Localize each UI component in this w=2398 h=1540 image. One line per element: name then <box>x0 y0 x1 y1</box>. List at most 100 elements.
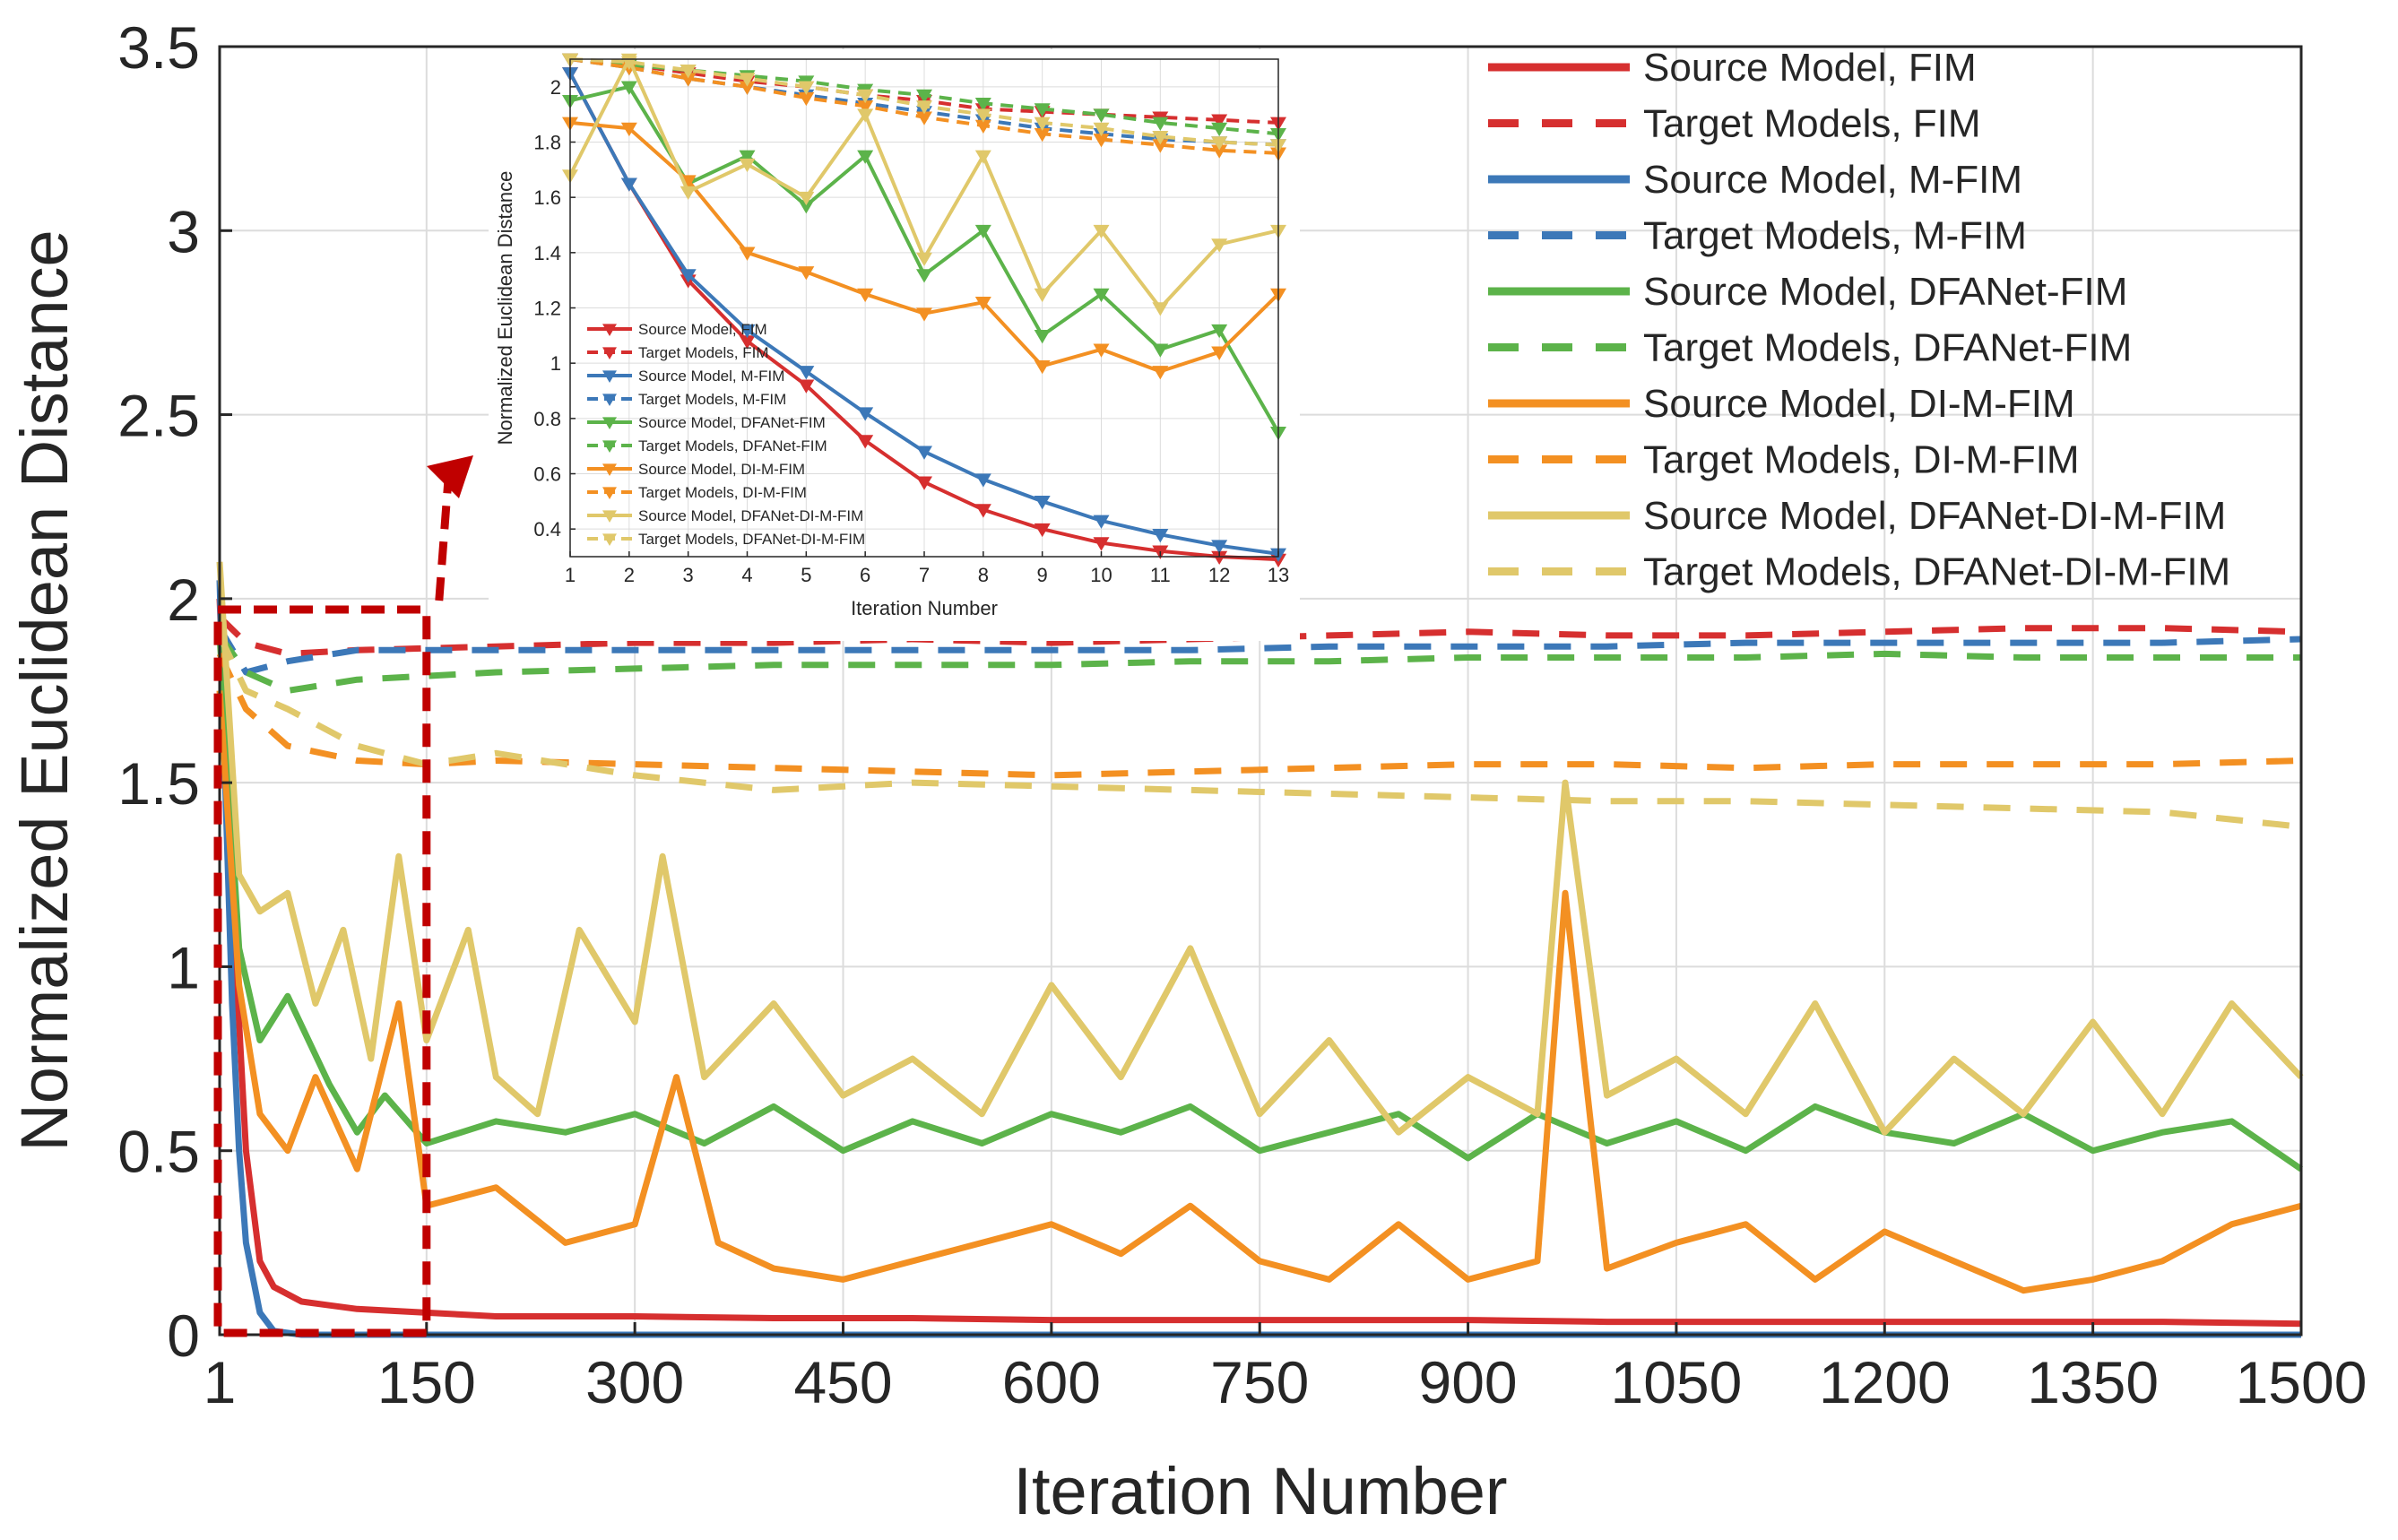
inset-legend-label: Target Models, DFANet-FIM <box>638 437 827 454</box>
inset-marker-source-model-fim <box>1211 550 1228 565</box>
inset-marker-source-model-m-fim <box>739 324 756 339</box>
inset-marker-source-model-dfanet-fim <box>974 224 991 239</box>
inset-legend-label: Target Models, M-FIM <box>638 391 786 408</box>
inset-marker-source-model-fim <box>974 504 991 518</box>
main-xtick-label: 750 <box>1210 1349 1309 1415</box>
inset-marker-target-models-di-m-fim <box>1211 144 1228 159</box>
main-series-target-models-m-fim <box>216 626 2302 676</box>
inset-xtick-label: 3 <box>683 564 694 586</box>
inset-legend-label: Source Model, DI-M-FIM <box>638 461 805 478</box>
inset-marker-source-model-di-m-fim <box>1152 366 1169 380</box>
inset-xtick-label: 8 <box>978 564 989 586</box>
inset-marker-source-model-dfanet-di-m-fim <box>1034 288 1051 303</box>
inset-ytick-label: 0.8 <box>533 408 561 430</box>
main-ytick-label: 3 <box>167 198 200 264</box>
inset-legend: Source Model, FIM Target Models, FIM Sourc… <box>587 321 865 548</box>
inset-xtick-label: 13 <box>1268 564 1289 586</box>
inset-plot: 1 2 3 4 5 6 7 8 9 10 11 12 130.40.60.811.21.41.61.82… <box>489 49 1300 641</box>
main-xtick-label: 1050 <box>1611 1349 1743 1415</box>
inset-marker-source-model-fim <box>857 435 874 449</box>
main-legend-label: Source Model, FIM <box>1643 46 1977 90</box>
inset-marker-target-models-di-m-fim <box>916 111 932 125</box>
main-ytick-label: 3.5 <box>117 14 200 81</box>
main-series-target-models-fim <box>217 614 2302 657</box>
inset-marker-source-model-dfanet-di-m-fim <box>974 150 991 164</box>
inset-marker-source-model-di-m-fim <box>916 307 932 322</box>
inset-marker-source-model-dfanet-fim <box>1034 330 1051 344</box>
inset-marker-source-model-di-m-fim <box>974 297 991 311</box>
main-xtick-label: 1 <box>203 1349 237 1415</box>
inset-marker-source-model-fim <box>798 379 815 394</box>
inset-marker-source-model-fim <box>1093 537 1110 551</box>
inset-marker-source-model-m-fim <box>680 269 697 283</box>
inset-marker-target-models-dfanet-di-m-fim <box>798 81 815 95</box>
main-legend-label: Source Model, M-FIM <box>1643 158 2022 202</box>
inset-marker-source-model-di-m-fim <box>1034 359 1051 375</box>
main-xtick-label: 450 <box>793 1349 892 1415</box>
inset-xtick-label: 2 <box>624 564 635 586</box>
inset-marker-target-models-dfanet-fim <box>916 89 932 104</box>
inset-marker-source-model-m-fim <box>1211 540 1228 554</box>
inset-marker-source-model-dfanet-fim <box>620 81 637 95</box>
inset-marker-target-models-di-m-fim <box>798 91 815 107</box>
inset-xtick-label: 12 <box>1208 564 1230 586</box>
inset-xtick-label: 11 <box>1150 564 1171 586</box>
inset-marker-target-models-dfanet-di-m-fim <box>1211 136 1228 151</box>
main-xtick-label: 1500 <box>2236 1349 2368 1415</box>
inset-xtick-label: 1 <box>565 564 576 586</box>
inset-marker-source-model-di-m-fim <box>739 247 756 261</box>
inset-marker-source-model-dfanet-di-m-fim <box>680 186 697 200</box>
inset-xtick-label: 5 <box>801 564 811 586</box>
main-series-target-models-dfanet-di-m-fim <box>216 634 2302 830</box>
inset-marker-source-model-dfanet-di-m-fim <box>916 252 932 266</box>
inset-ytick-label: 1.8 <box>533 132 561 154</box>
inset-marker-source-model-m-fim <box>1093 515 1110 529</box>
inset-marker-source-model-di-m-fim <box>798 266 815 281</box>
inset-marker-source-model-m-fim <box>857 407 874 421</box>
inset-marker-source-model-dfanet-fim <box>739 150 756 164</box>
main-ytick-label: 2 <box>167 567 200 633</box>
main-xtick-label: 1200 <box>1819 1349 1951 1415</box>
inset-marker-source-model-fim <box>1034 523 1051 538</box>
main-ytick-label: 2.5 <box>117 383 200 449</box>
inset-marker-source-model-m-fim <box>916 446 932 460</box>
inset-xtick-label: 9 <box>1037 564 1048 586</box>
inset-marker-target-models-fim <box>1211 114 1228 128</box>
inset-ytick-label: 1 <box>550 352 561 375</box>
inset-legend-label: Target Models, DFANet-DI-M-FIM <box>638 531 865 548</box>
inset-x-axis-title: Iteration Number <box>851 597 998 619</box>
main-series-source-model-fim <box>216 598 2302 1328</box>
inset-marker-source-model-dfanet-fim <box>1211 324 1228 339</box>
main-xtick-label: 1350 <box>2027 1349 2159 1415</box>
inset-marker-target-models-dfanet-fim <box>1152 117 1169 131</box>
inset-marker-target-models-dfanet-fim <box>1211 122 1228 137</box>
main-xtick-label: 600 <box>1002 1349 1101 1415</box>
inset-marker-source-model-fim <box>739 335 756 350</box>
inset-marker-target-models-di-m-fim <box>857 100 874 115</box>
main-xtick-label: 150 <box>377 1349 476 1415</box>
inset-marker-target-models-di-m-fim <box>1152 139 1169 153</box>
main-series-target-models-dfanet-fim <box>217 633 2301 694</box>
inset-legend-label: Target Models, DI-M-FIM <box>638 484 807 501</box>
inset-marker-source-model-dfanet-di-m-fim <box>798 191 815 206</box>
inset-marker-source-model-dfanet-fim <box>916 269 932 283</box>
inset-marker-source-model-m-fim <box>1034 496 1051 510</box>
inset-marker-target-models-dfanet-fim <box>1093 108 1110 123</box>
inset-xtick-label: 6 <box>860 564 870 586</box>
inset-marker-target-models-di-m-fim <box>680 73 697 87</box>
main-ytick-label: 1.5 <box>117 750 200 817</box>
inset-marker-source-model-fim <box>916 476 932 490</box>
main-ticks: 1 150 300 450 600 750 900 1050 1200 1350 1500 0 0.5 1… <box>117 14 2367 1415</box>
zoom-arrow-shaft <box>435 479 453 601</box>
inset-ytick-label: 0.6 <box>533 463 561 486</box>
inset-marker-source-model-m-fim <box>974 473 991 488</box>
inset-legend-marker <box>602 394 617 406</box>
inset-marker-target-models-dfanet-di-m-fim <box>680 65 697 79</box>
inset-legend-marker <box>602 370 617 383</box>
inset-legend-label: Source Model, DFANet-FIM <box>638 414 826 431</box>
inset-ticks: 1 2 3 4 5 6 7 8 9 10 11 12 130.40.60.811.21.41.61.82 <box>533 76 1289 586</box>
inset-ytick-label: 1.4 <box>533 242 561 264</box>
inset-marker-source-model-di-m-fim <box>1093 343 1110 358</box>
main-legend-label: Target Models, DI-M-FIM <box>1643 438 2080 482</box>
